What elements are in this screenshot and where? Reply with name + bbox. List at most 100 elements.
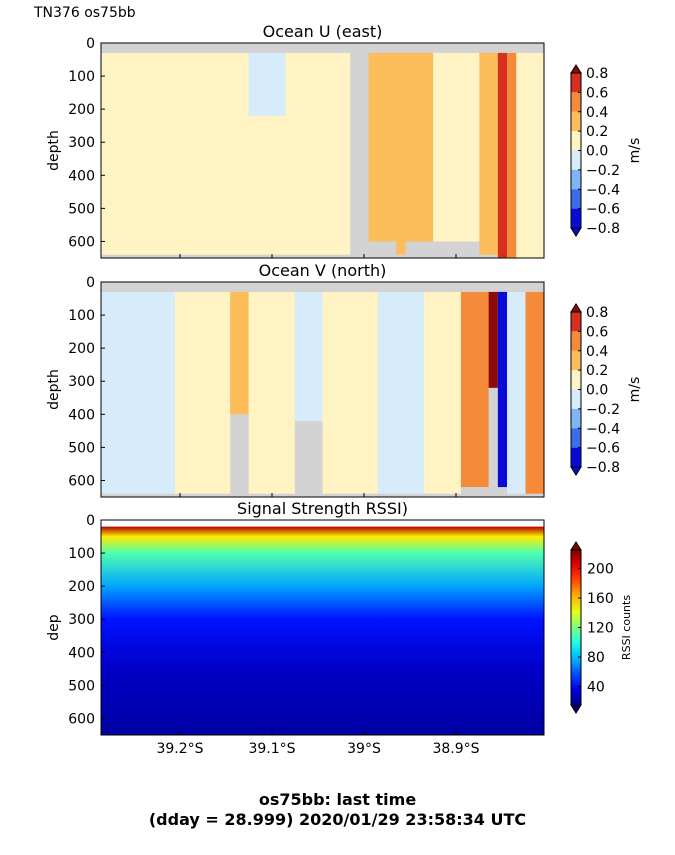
colorbar-max-arrow: [570, 541, 582, 551]
data-region-7: [377, 291, 425, 494]
colorbar-tick-label: 0.0: [586, 383, 608, 399]
data-region-1: [101, 291, 175, 494]
colorbar-band: [571, 208, 581, 228]
data-region-5: [294, 291, 323, 421]
y-tick-label: 200: [68, 341, 95, 357]
colorbar-tick-label: 0.8: [586, 66, 608, 82]
colorbar-tick-label: 40: [587, 680, 605, 696]
colorbar-tick-label: 0.4: [586, 344, 608, 360]
data-region-1: [101, 52, 351, 255]
chart-title: Ocean V (north): [259, 261, 387, 280]
colorbar-min-arrow: [570, 704, 582, 714]
data-region-9: [460, 291, 489, 488]
chart-panel-1: Ocean U (east) 0 100 200 300 400 500 600 depth 0.…: [46, 22, 643, 259]
colorbar-tick-label: −0.6: [586, 441, 620, 457]
data-region-8: [424, 291, 461, 494]
data-region-11: [497, 291, 508, 488]
colorbar-tick-label: −0.4: [586, 182, 620, 198]
data-region-4: [248, 291, 295, 494]
figure-header: TN376 os75bb: [33, 5, 136, 21]
x-tick-label: 38.9°S: [432, 741, 479, 757]
colorbar-tick-label: 200: [587, 561, 614, 577]
y-tick-label: 300: [68, 374, 95, 390]
colorbar-band: [571, 189, 581, 209]
chart-panel-3: Signal Strength RSSI) 0 100 200 300 400 500 600…: [46, 499, 633, 757]
data-region-4: [248, 52, 286, 116]
y-tick-label: 0: [86, 36, 95, 52]
footer-line-2: (dday = 28.999) 2020/01/29 23:58:34 UTC: [148, 810, 527, 829]
y-tick-label: 400: [68, 645, 95, 661]
colorbar-band: [571, 447, 581, 467]
colorbar-min-arrow: [570, 466, 582, 476]
y-axis-label: depth: [46, 369, 62, 410]
colorbar-band: [571, 169, 581, 190]
colorbar-band: [571, 331, 581, 351]
colorbar-tick-label: −0.2: [586, 402, 620, 418]
y-tick-label: 300: [68, 135, 95, 151]
colorbar-label: m/s: [627, 377, 643, 403]
colorbar-band: [571, 111, 581, 132]
data-region-5: [433, 52, 480, 242]
colorbar-band: [571, 428, 581, 448]
x-tick-label: 39°S: [347, 741, 381, 757]
colorbar-tick-label: 80: [587, 650, 605, 666]
rssi-field: [101, 520, 544, 735]
colorbar-band: [571, 150, 581, 170]
y-tick-label: 500: [68, 678, 95, 694]
colorbar-max-arrow: [570, 64, 582, 74]
data-region-8: [507, 52, 517, 258]
y-tick-label: 200: [68, 102, 95, 118]
colorbar: 0.8 0.6 0.4 0.2 0.0 −0.2 −0.4 −0.6 −0.8 m/s: [570, 303, 643, 476]
colorbar-tick-label: −0.8: [586, 460, 620, 476]
chart-panel-2: Ocean V (north) 0 100 200 300 400 500 600 depth 0…: [46, 261, 643, 498]
colorbar-tick-label: −0.4: [586, 421, 620, 437]
colorbar-tick-label: 0.0: [586, 144, 608, 160]
colorbar-band: [571, 312, 581, 332]
plot-frame: [100, 281, 545, 498]
colorbar-tick-label: −0.2: [586, 163, 620, 179]
data-region-6: [322, 291, 378, 494]
colorbar-band: [571, 73, 581, 93]
y-tick-label: 500: [68, 201, 95, 217]
colorbar-band: [571, 350, 581, 371]
colorbar-tick-label: 160: [587, 591, 614, 607]
chart-title: Ocean U (east): [263, 22, 383, 41]
colorbar-label: m/s: [627, 138, 643, 164]
y-tick-label: 100: [68, 69, 95, 85]
plot-frame: [100, 42, 545, 259]
colorbar-tick-label: 0.6: [586, 85, 608, 101]
y-tick-label: 0: [86, 513, 95, 529]
y-tick-label: 300: [68, 612, 95, 628]
y-axis-label: depth: [46, 130, 62, 171]
colorbar-tick-label: 0.6: [586, 324, 608, 340]
plot-frame: [100, 519, 545, 736]
colorbar-tick-label: −0.6: [586, 202, 620, 218]
colorbar-tick-label: 0.4: [586, 105, 608, 121]
data-region-9: [516, 52, 544, 258]
y-tick-label: 400: [68, 168, 95, 184]
data-region-13: [525, 291, 544, 494]
colorbar-tick-label: 0.2: [586, 124, 608, 140]
colorbar-tick-label: −0.8: [586, 221, 620, 237]
footer-line-1: os75bb: last time: [258, 790, 417, 809]
y-tick-label: 600: [68, 234, 95, 250]
y-tick-label: 100: [68, 546, 95, 562]
colorbar: 200 160 120 80 40 RSSI counts: [570, 541, 633, 714]
y-tick-label: 500: [68, 440, 95, 456]
data-region-10: [488, 291, 498, 388]
surface-gap: [101, 520, 544, 527]
x-tick-label: 39.2°S: [156, 741, 203, 757]
colorbar-tick-label: 0.8: [586, 305, 608, 321]
chart-title: Signal Strength RSSI): [237, 499, 408, 518]
colorbar-max-arrow: [570, 303, 582, 313]
colorbar-band: [571, 408, 581, 429]
data-region-3: [230, 291, 249, 415]
y-axis-label: dep: [46, 614, 62, 641]
colorbar-tick-label: 120: [587, 621, 614, 637]
colorbar-band: [571, 370, 581, 390]
y-tick-label: 600: [68, 711, 95, 727]
y-tick-label: 0: [86, 275, 95, 291]
data-region-3: [396, 52, 406, 255]
data-region-2: [174, 291, 231, 494]
